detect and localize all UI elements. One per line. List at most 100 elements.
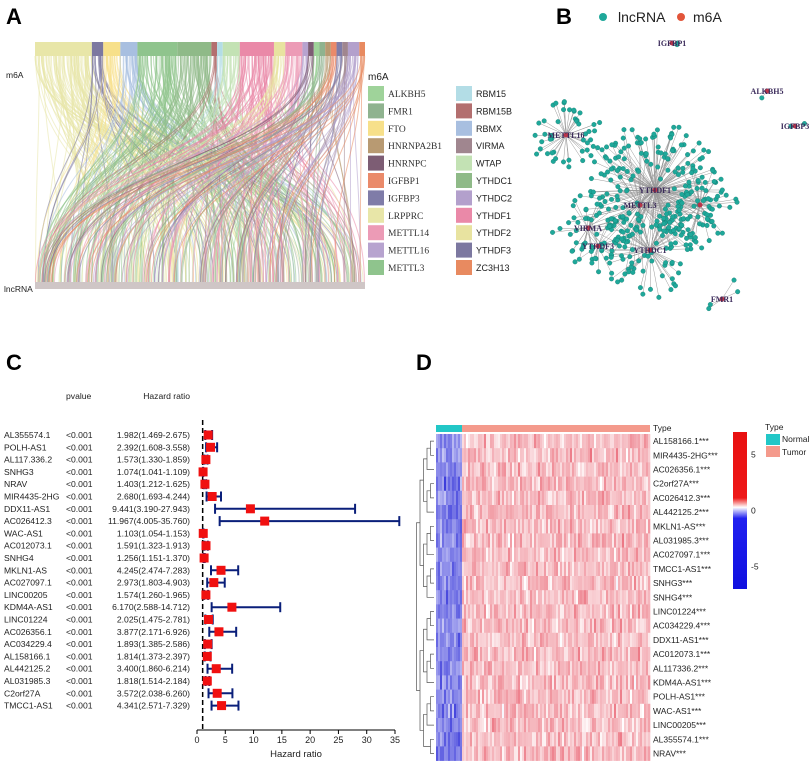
heatmap-cell bbox=[622, 689, 625, 705]
lncrna-node bbox=[665, 167, 671, 173]
lncrna-node bbox=[577, 193, 583, 199]
x-tick-label: 20 bbox=[305, 735, 315, 745]
lncrna-node bbox=[583, 131, 589, 137]
heatmap-cell bbox=[586, 618, 589, 634]
heatmap-cell bbox=[644, 434, 647, 449]
heatmap-cell bbox=[536, 448, 539, 463]
heatmap-cell bbox=[530, 547, 533, 563]
heatmap-cell bbox=[536, 632, 539, 648]
heatmap-cell bbox=[440, 476, 443, 492]
lncrna-node bbox=[685, 227, 691, 233]
heatmap-cell bbox=[446, 718, 449, 733]
heatmap-cell bbox=[554, 703, 557, 719]
heatmap-cell bbox=[626, 576, 629, 591]
heatmap-cell bbox=[602, 519, 605, 534]
heatmap-cell bbox=[614, 490, 617, 506]
heatmap-cell bbox=[562, 561, 565, 577]
heatmap-cell bbox=[468, 632, 471, 648]
network-edge bbox=[564, 101, 567, 136]
heatmap-cell bbox=[488, 746, 491, 761]
heatmap-cell bbox=[648, 519, 651, 534]
heatmap-cell bbox=[628, 448, 631, 463]
network-edge bbox=[574, 200, 589, 229]
heatmap-cell bbox=[600, 590, 603, 605]
lncrna-node bbox=[699, 174, 705, 180]
heatmap-cell bbox=[620, 746, 623, 761]
heatmap-cell bbox=[526, 604, 529, 619]
heatmap-cell bbox=[456, 476, 459, 492]
lncrna-node bbox=[567, 107, 573, 113]
heatmap-cell bbox=[612, 647, 615, 662]
heatmap-cell bbox=[628, 434, 631, 449]
heatmap-cell bbox=[572, 604, 575, 619]
heatmap-cell bbox=[530, 618, 533, 634]
heatmap-cell bbox=[444, 661, 447, 676]
heatmap-cell bbox=[602, 718, 605, 733]
heatmap-cell bbox=[516, 547, 519, 563]
heatmap-cell bbox=[636, 675, 639, 690]
heatmap-cell bbox=[586, 476, 589, 492]
heatmap-cell bbox=[498, 703, 501, 719]
heatmap-cell bbox=[550, 519, 553, 534]
legend-swatch-rbm15b bbox=[456, 103, 472, 119]
forest-row: AC026356.1 <0.001 3.877(2.171-6.926) bbox=[4, 626, 238, 637]
heatmap-cell bbox=[640, 632, 643, 648]
heatmap-cell bbox=[444, 519, 447, 534]
heatmap-cell bbox=[474, 703, 477, 719]
heatmap-cell bbox=[534, 490, 537, 506]
heatmap-cell bbox=[446, 703, 449, 719]
heatmap-cell bbox=[514, 434, 517, 449]
heatmap-cell bbox=[502, 604, 505, 619]
heatmap-row-label: LINC00205*** bbox=[653, 720, 707, 730]
heatmap-cell bbox=[648, 476, 651, 492]
heatmap-cell bbox=[476, 519, 479, 534]
heatmap-cell bbox=[648, 490, 651, 506]
heatmap-cell bbox=[598, 647, 601, 662]
heatmap-cell bbox=[504, 547, 507, 563]
heatmap-cell bbox=[476, 462, 479, 477]
heatmap-cell bbox=[452, 462, 455, 477]
heatmap-cell bbox=[648, 675, 651, 690]
heatmap-cell bbox=[476, 590, 479, 605]
heatmap-cell bbox=[510, 746, 513, 761]
x-tick-label: 5 bbox=[223, 735, 228, 745]
heatmap-cell bbox=[616, 632, 619, 648]
heatmap-cell bbox=[534, 590, 537, 605]
heatmap-cell bbox=[514, 675, 517, 690]
heatmap-cell bbox=[526, 490, 529, 506]
hazard-ratio-text: 1.591(1.323-1.913) bbox=[117, 541, 190, 551]
heatmap-cell bbox=[482, 703, 485, 719]
heatmap-cell bbox=[576, 746, 579, 761]
x-tick-label: 35 bbox=[390, 735, 400, 745]
heatmap-cell bbox=[602, 604, 605, 619]
heatmap-cell bbox=[628, 533, 631, 548]
heatmap-cell bbox=[536, 462, 539, 477]
heatmap-cell bbox=[548, 533, 551, 548]
heatmap-cell bbox=[538, 604, 541, 619]
heatmap-cell bbox=[504, 689, 507, 705]
network-edge bbox=[639, 178, 661, 206]
heatmap-cell bbox=[514, 604, 517, 619]
heatmap-cell bbox=[600, 490, 603, 506]
heatmap-cell bbox=[566, 732, 569, 747]
heatmap-cell bbox=[488, 434, 491, 449]
heatmap-cell bbox=[516, 576, 519, 591]
heatmap-cell bbox=[632, 561, 635, 577]
heatmap-cell bbox=[568, 732, 571, 747]
heatmap-cell bbox=[542, 547, 545, 563]
network-edge bbox=[593, 146, 641, 206]
heatmap-row-label: AL355574.1*** bbox=[653, 734, 709, 744]
lncrna-node bbox=[617, 188, 623, 194]
heatmap-cell bbox=[522, 576, 525, 591]
heatmap-cell bbox=[528, 647, 531, 662]
heatmap-cell bbox=[630, 618, 633, 634]
lncrna-node bbox=[695, 214, 701, 220]
heatmap-cell bbox=[630, 675, 633, 690]
heatmap-cell bbox=[506, 632, 509, 648]
heatmap-cell bbox=[608, 590, 611, 605]
pvalue: <0.001 bbox=[66, 688, 93, 698]
heatmap-cell bbox=[466, 647, 469, 662]
heatmap-cell bbox=[532, 718, 535, 733]
heatmap-cell bbox=[646, 732, 649, 747]
heatmap-cell bbox=[524, 732, 527, 747]
